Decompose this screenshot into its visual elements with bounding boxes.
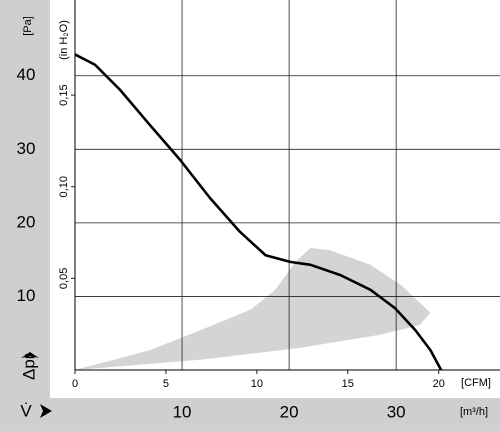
plot xyxy=(75,0,500,370)
x2-tick-label: 0 xyxy=(72,378,78,390)
bottom-band xyxy=(0,398,500,431)
x-tick-label: 10 xyxy=(173,402,192,421)
x-unit: [m³/h] xyxy=(460,406,488,418)
x2-tick-label: 20 xyxy=(433,378,445,390)
x-tick-label: 30 xyxy=(387,402,406,421)
y-tick-label: 40 xyxy=(17,65,36,84)
y-tick-label: 30 xyxy=(17,139,36,158)
y2-tick-label: 0,10 xyxy=(58,176,70,197)
x2-tick-label: 5 xyxy=(163,378,169,390)
y-tick-label: 20 xyxy=(17,212,36,231)
x-tick-label: 20 xyxy=(280,402,299,421)
y-symbol: Δpr xyxy=(19,353,38,380)
y2-tick-label: 0,15 xyxy=(58,84,70,105)
x-arrow xyxy=(40,404,52,418)
y-arrow xyxy=(21,352,39,358)
x2-tick-label: 10 xyxy=(251,378,263,390)
left-band xyxy=(0,0,50,431)
y2-tick-label: 0,05 xyxy=(58,268,70,289)
x2-tick-label: 15 xyxy=(342,378,354,390)
fan-curve xyxy=(74,53,443,371)
y2-unit: (in H₂O) xyxy=(58,20,70,60)
x-symbol: V̇ xyxy=(20,401,32,420)
y-unit: [Pa] xyxy=(22,16,34,36)
operating-region xyxy=(75,247,431,370)
y-tick-label: 10 xyxy=(17,286,36,305)
x2-unit: [CFM] xyxy=(461,377,491,389)
